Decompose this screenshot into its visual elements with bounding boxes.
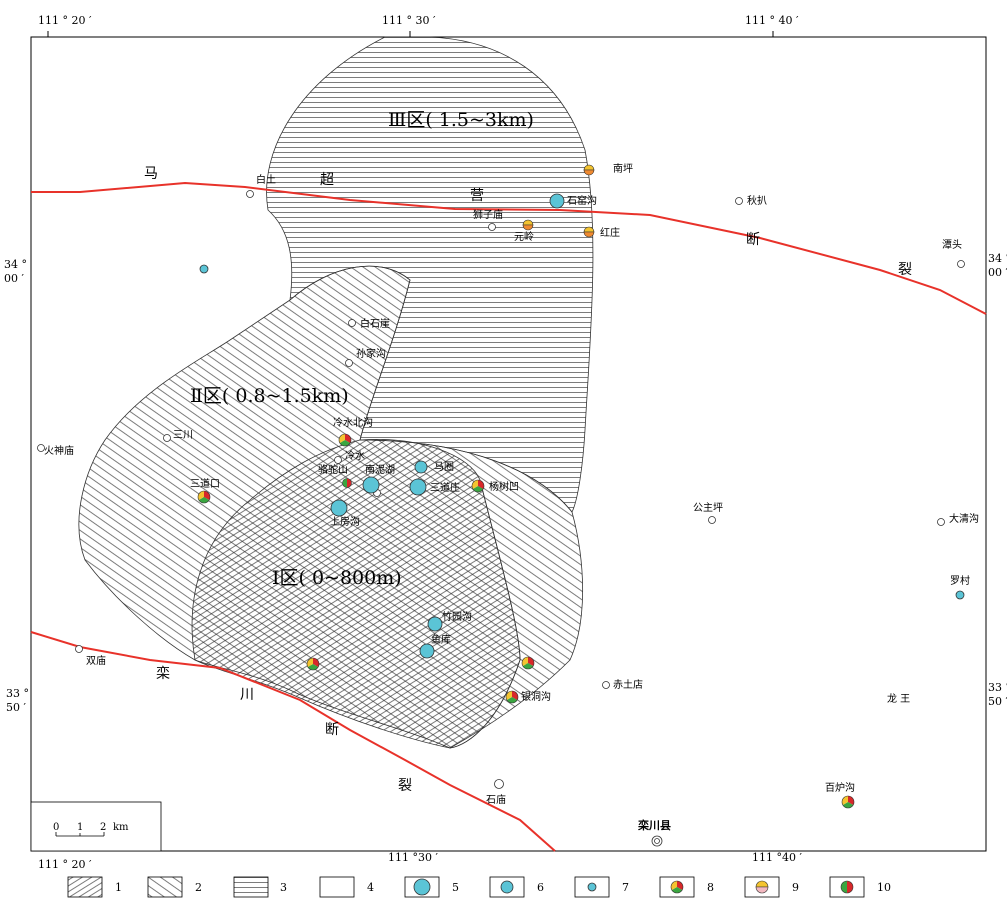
place-label: 三道口 [190,477,220,490]
place-label: 百炉沟 [825,781,855,794]
fault-char: 断 [325,722,339,738]
scale-unit: km [113,822,129,833]
place-label: 冷水北沟 [333,416,373,429]
place-label: 潭头 [942,239,962,251]
fault-char: 裂 [898,262,912,278]
place-label: 冷水 [345,449,365,462]
lon-label-left-top: 111 ° 20 ′ [38,14,92,27]
legend-label-1: 1 [115,881,122,894]
place-label: 银洞沟 [521,690,551,703]
legend: 1 2 3 4 5 6 7 8 9 [67,876,891,898]
place-label: 红庄 [600,226,620,239]
place-label: 孙家沟 [356,347,386,360]
place-label: 白土 [256,173,276,186]
place-label: 石庙 [486,793,506,806]
luanchuan-fault [30,631,556,852]
type8-markers [197,433,855,809]
lat-34-deg-left: 34 ° [4,258,27,271]
scale-box [30,801,162,852]
lon-label-right-bottom: 111 °40 ′ [752,851,802,864]
fault-char: 栾 [156,665,170,682]
lon-label-right-top: 111 ° 40 ′ [745,14,799,27]
lat-33-deg-left: 33 ° [6,687,29,700]
lat-33-min-left: 50 ′ [6,701,26,714]
place-label: 狮子庙 [473,208,503,221]
place-label: 鱼库 [431,633,451,646]
fault-char: 马 [144,166,158,182]
place-label: 三道庄 [430,481,460,494]
lat-34-deg-right: 34 ° [988,252,1007,265]
legend-swatch-1 [67,876,103,898]
lat-34-min-left: 00 ′ [4,272,24,285]
legend-label-3: 3 [280,881,287,894]
legend-swatch-2 [147,876,183,898]
place-label: 杨树凹 [489,480,519,493]
place-label: 南坪 [613,162,633,175]
place-label: 骆驼山 [318,463,348,476]
legend-label-8: 8 [707,881,714,894]
place-label: 石窑沟 [567,194,597,207]
place-label: 龙 王 [887,692,910,705]
place-label: 上房沟 [330,515,360,528]
legend-label-7: 7 [622,881,629,894]
place-label: 竹园沟 [442,610,472,623]
place-label: 火神庙 [44,444,74,457]
legend-swatch-3 [233,876,269,898]
legend-swatch-4 [319,876,355,898]
place-label: 南泥湖 [365,463,395,476]
legend-label-6: 6 [537,881,544,894]
place-label: 元岭 [514,230,534,243]
legend-label-2: 2 [195,881,202,894]
lon-label-mid-top: 111 ° 30 ′ [382,14,436,27]
lon-label-mid-bottom: 111 °30 ′ [388,851,438,864]
place-label: 秋扒 [747,194,767,207]
legend-label-9: 9 [792,881,799,894]
zone-1-label: Ⅰ区( 0~800m) [272,567,402,589]
zone-3-label: Ⅲ区( 1.5~3km) [388,109,534,131]
fault-char: 川 [240,687,254,703]
scale-0: 0 [53,822,59,833]
fault-char: 裂 [398,778,412,794]
zone-2-label: Ⅱ区( 0.8~1.5km) [190,385,349,407]
place-label: 大清沟 [949,512,979,525]
county-label: 栾川县 [637,818,671,832]
village-markers [37,190,965,789]
legend-label-4: 4 [367,881,374,894]
scale-2: 2 [100,822,106,833]
machaoying-fault [31,181,987,315]
lat-33-deg-right: 33 ° [988,681,1007,694]
lat-33-min-right: 50 ′ [988,695,1007,708]
place-label: 三川 [173,430,193,441]
place-label: 白石崖 [360,317,390,330]
cyan-deposit-markers [199,193,965,659]
place-label: 马圈 [434,461,454,473]
scale-1: 1 [77,822,83,833]
place-label: 罗村 [950,574,970,587]
legend-label-5: 5 [452,881,459,894]
lat-34-min-right: 00 ′ [988,266,1007,279]
type9-markers [522,164,595,238]
type10-marker [342,478,352,488]
lon-label-left-bottom: 111 ° 20 ′ [38,858,92,871]
place-label: 赤土店 [613,678,643,691]
legend-label-10: 10 [877,881,891,894]
fault-char: 营 [470,188,484,204]
fault-char: 断 [746,232,760,248]
place-label: 公主坪 [693,501,723,514]
fault-char: 超 [320,172,334,188]
place-label: 双庙 [86,654,106,667]
